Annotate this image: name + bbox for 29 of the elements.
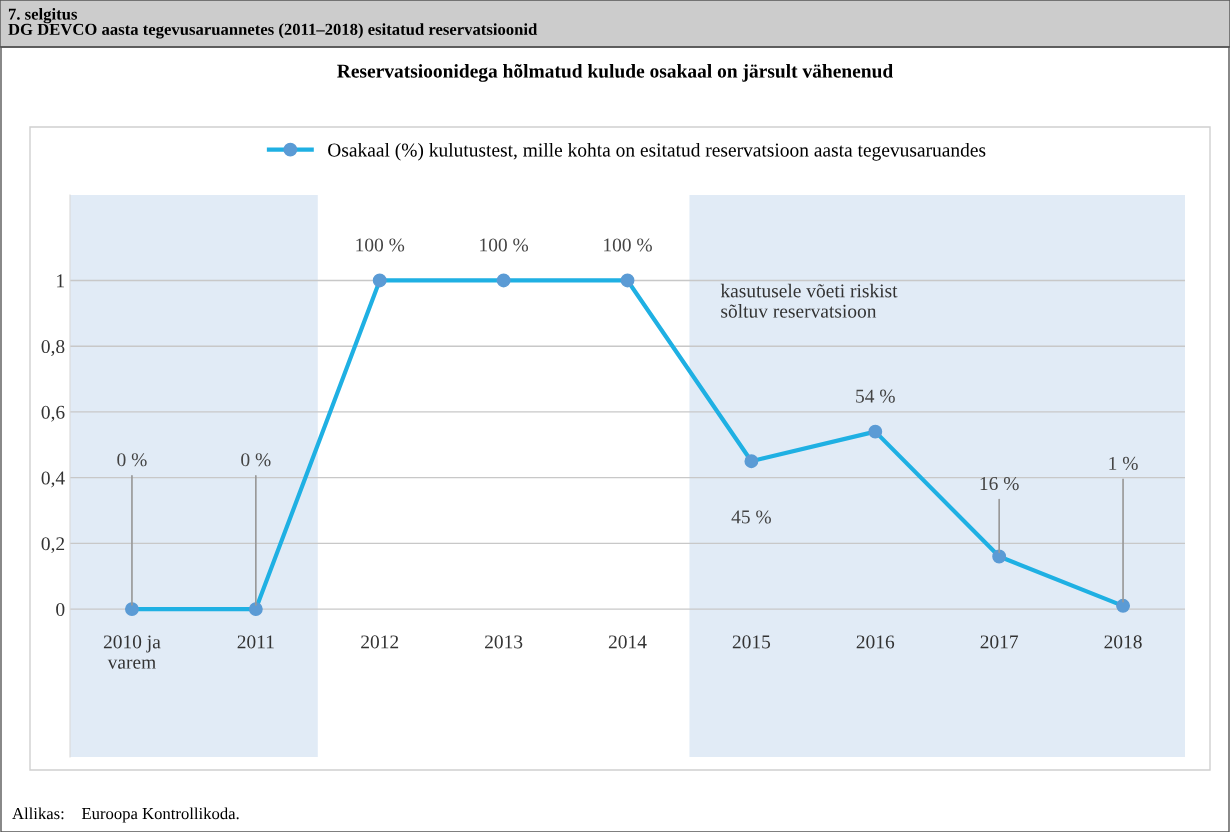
y-tick-label: 0,2 bbox=[41, 537, 65, 554]
data-label: 100 % bbox=[356, 238, 405, 252]
data-label: 45 % bbox=[731, 510, 771, 524]
y-tick-label: 0,4 bbox=[41, 471, 65, 488]
x-tick-label: 2010 ja varem bbox=[103, 635, 161, 669]
chart-title: 7. selgitus DG DEVCO aasta tegevusaruannetes (2011–2018) esitatud reservatsioonid bbox=[8, 8, 538, 39]
band-label: kasutusele võeti riskist sõltuv reservatsioon bbox=[720, 283, 898, 318]
data-label: 0 % bbox=[241, 453, 271, 467]
data-label: 100 % bbox=[480, 238, 529, 252]
data-label: 16 % bbox=[980, 476, 1019, 491]
x-tick-label: 2014 bbox=[608, 635, 647, 649]
y-tick-label: 0,6 bbox=[41, 405, 65, 422]
y-tick-label: 0,8 bbox=[41, 340, 65, 356]
chart-subtitle: Reservatsioonidega hõlmatud kulude osakaal on järsult vähenenud bbox=[337, 64, 893, 82]
y-tick-label: 0 bbox=[56, 602, 65, 617]
legend-label: Osakaal (%) kulutustest, mille kohta on esitatud reservatsioon aasta tegevusaruandes bbox=[328, 142, 986, 161]
x-tick-label: 2015 bbox=[732, 635, 771, 649]
x-tick-label: 2018 bbox=[1104, 635, 1142, 649]
x-tick-label: 2016 bbox=[856, 635, 895, 649]
data-label: 0 % bbox=[117, 453, 147, 467]
x-tick-label: 2017 bbox=[980, 635, 1019, 649]
data-label: 1 % bbox=[1109, 456, 1138, 470]
data-label: 54 % bbox=[856, 389, 895, 403]
data-label: 100 % bbox=[604, 238, 652, 252]
x-tick-label: 2012 bbox=[361, 635, 399, 649]
text: Allikas: Euroopa Kontrollikoda. bbox=[12, 807, 239, 823]
x-tick-label: 2013 bbox=[485, 635, 523, 649]
y-tick-label: 1 bbox=[57, 274, 64, 288]
x-tick-label: 2011 bbox=[237, 635, 274, 649]
